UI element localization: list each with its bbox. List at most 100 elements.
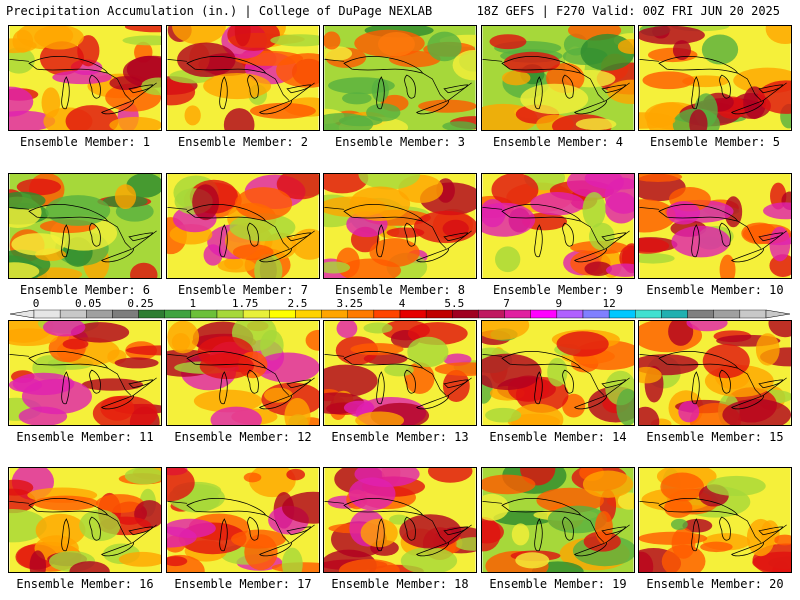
precipitation-map xyxy=(481,320,635,426)
ensemble-member-label: Ensemble Member: 4 xyxy=(492,135,624,149)
colorbar-swatch xyxy=(582,309,610,319)
ensemble-panel-1: Ensemble Member: 1 xyxy=(8,25,162,149)
colorbar-swatch xyxy=(190,309,218,319)
precipitation-map xyxy=(166,467,320,573)
colorbar-swatch xyxy=(399,309,427,319)
colorbar-swatch xyxy=(138,309,165,319)
colorbar-swatch xyxy=(295,309,322,319)
colorbar-swatch xyxy=(242,309,270,319)
ensemble-panel-12: Ensemble Member: 12 xyxy=(166,320,320,444)
colorbar-tick-label: 0 xyxy=(32,297,40,310)
colorbar-swatch xyxy=(86,309,113,319)
ensemble-member-label: Ensemble Member: 10 xyxy=(646,283,784,297)
colorbar-tick-label: 0.05 xyxy=(75,297,102,310)
ensemble-member-label: Ensemble Member: 1 xyxy=(19,135,151,149)
ensemble-panel-9: Ensemble Member: 9 xyxy=(481,173,635,297)
precipitation-map xyxy=(638,25,792,131)
colorbar-swatch xyxy=(687,309,714,319)
ensemble-panel-14: Ensemble Member: 14 xyxy=(481,320,635,444)
colorbar-tick-label: 1.75 xyxy=(231,297,259,310)
ensemble-member-label: Ensemble Member: 6 xyxy=(19,283,151,297)
ensemble-panel-20: Ensemble Member: 20 xyxy=(638,467,792,591)
colorbar-tick-label: 12 xyxy=(602,297,616,310)
colorbar-swatch xyxy=(321,309,348,319)
colorbar-swatch xyxy=(425,309,453,319)
colorbar-tick-label: 7 xyxy=(503,297,510,310)
precipitation-map xyxy=(8,467,162,573)
colorbar-tick-label: 0.25 xyxy=(127,297,154,310)
colorbar-tick-label: 5.5 xyxy=(444,297,465,310)
ensemble-member-label: Ensemble Member: 8 xyxy=(334,283,466,297)
colorbar-tick-label: 9 xyxy=(555,297,563,310)
colorbar-tick-label: 4 xyxy=(398,297,406,310)
colorbar-swatch xyxy=(739,309,767,319)
ensemble-panel-3: Ensemble Member: 3 xyxy=(323,25,477,149)
colorbar-swatch xyxy=(373,309,401,319)
precipitation-map xyxy=(323,320,477,426)
colorbar-swatch xyxy=(347,309,375,319)
colorbar-swatch xyxy=(478,309,505,319)
colorbar-swatch xyxy=(504,309,531,319)
ensemble-member-label: Ensemble Member: 9 xyxy=(492,283,624,297)
ensemble-member-label: Ensemble Member: 18 xyxy=(331,577,469,591)
ensemble-member-label: Ensemble Member: 3 xyxy=(334,135,466,149)
colorbar-swatch xyxy=(635,309,662,319)
colorbar-swatch xyxy=(530,309,558,319)
precipitation-map xyxy=(323,25,477,131)
colorbar-tick-label: 1 xyxy=(189,297,197,310)
ensemble-member-label: Ensemble Member: 17 xyxy=(174,577,312,591)
colorbar-tick-label: 2.5 xyxy=(287,297,308,310)
ensemble-member-label: Ensemble Member: 5 xyxy=(649,135,781,149)
ensemble-member-label: Ensemble Member: 12 xyxy=(174,430,312,444)
precipitation-map xyxy=(481,25,635,131)
header-title-right: 18Z GEFS | F270 Valid: 00Z FRI JUN 20 20… xyxy=(476,4,780,18)
ensemble-panel-5: Ensemble Member: 5 xyxy=(638,25,792,149)
precipitation-colorbar xyxy=(10,309,790,319)
precipitation-map xyxy=(166,320,320,426)
ensemble-panel-19: Ensemble Member: 19 xyxy=(481,467,635,591)
ensemble-panel-8: Ensemble Member: 8 xyxy=(323,173,477,297)
ensemble-panel-17: Ensemble Member: 17 xyxy=(166,467,320,591)
ensemble-panel-11: Ensemble Member: 11 xyxy=(8,320,162,444)
precipitation-map xyxy=(323,467,477,573)
colorbar-min-arrow xyxy=(10,309,35,319)
ensemble-panel-7: Ensemble Member: 7 xyxy=(166,173,320,297)
precipitation-map xyxy=(481,467,635,573)
precipitation-map xyxy=(8,320,162,426)
header-title-left: Precipitation Accumulation (in.) | Colle… xyxy=(6,4,433,18)
ensemble-panel-10: Ensemble Member: 10 xyxy=(638,173,792,297)
precipitation-map xyxy=(323,173,477,279)
ensemble-panel-16: Ensemble Member: 16 xyxy=(8,467,162,591)
precipitation-map xyxy=(638,467,792,573)
colorbar-swatch xyxy=(59,309,87,319)
precipitation-map xyxy=(638,320,792,426)
ensemble-panel-2: Ensemble Member: 2 xyxy=(166,25,320,149)
colorbar-swatch xyxy=(269,309,296,319)
ensemble-panel-13: Ensemble Member: 13 xyxy=(323,320,477,444)
ensemble-panel-18: Ensemble Member: 18 xyxy=(323,467,477,591)
ensemble-panel-6: Ensemble Member: 6 xyxy=(8,173,162,297)
ensemble-member-label: Ensemble Member: 16 xyxy=(16,577,154,591)
ensemble-member-label: Ensemble Member: 19 xyxy=(489,577,627,591)
ensemble-panel-15: Ensemble Member: 15 xyxy=(638,320,792,444)
ensemble-member-label: Ensemble Member: 14 xyxy=(489,430,627,444)
precipitation-map xyxy=(8,173,162,279)
colorbar-swatch xyxy=(452,309,479,319)
colorbar-swatch xyxy=(713,309,741,319)
colorbar-swatch xyxy=(608,309,636,319)
precipitation-map xyxy=(638,173,792,279)
colorbar-swatch xyxy=(216,309,244,319)
ensemble-member-label: Ensemble Member: 20 xyxy=(646,577,784,591)
precipitation-map xyxy=(166,173,320,279)
precipitation-map xyxy=(481,173,635,279)
colorbar-swatch xyxy=(164,309,192,319)
colorbar-swatch xyxy=(556,309,584,319)
ensemble-member-label: Ensemble Member: 15 xyxy=(646,430,784,444)
ensemble-member-label: Ensemble Member: 11 xyxy=(16,430,154,444)
colorbar-swatch xyxy=(112,309,139,319)
colorbar-max-arrow xyxy=(765,309,790,319)
colorbar-tick-label: 3.25 xyxy=(336,297,363,310)
precipitation-map xyxy=(166,25,320,131)
ensemble-panel-4: Ensemble Member: 4 xyxy=(481,25,635,149)
ensemble-member-label: Ensemble Member: 7 xyxy=(177,283,309,297)
